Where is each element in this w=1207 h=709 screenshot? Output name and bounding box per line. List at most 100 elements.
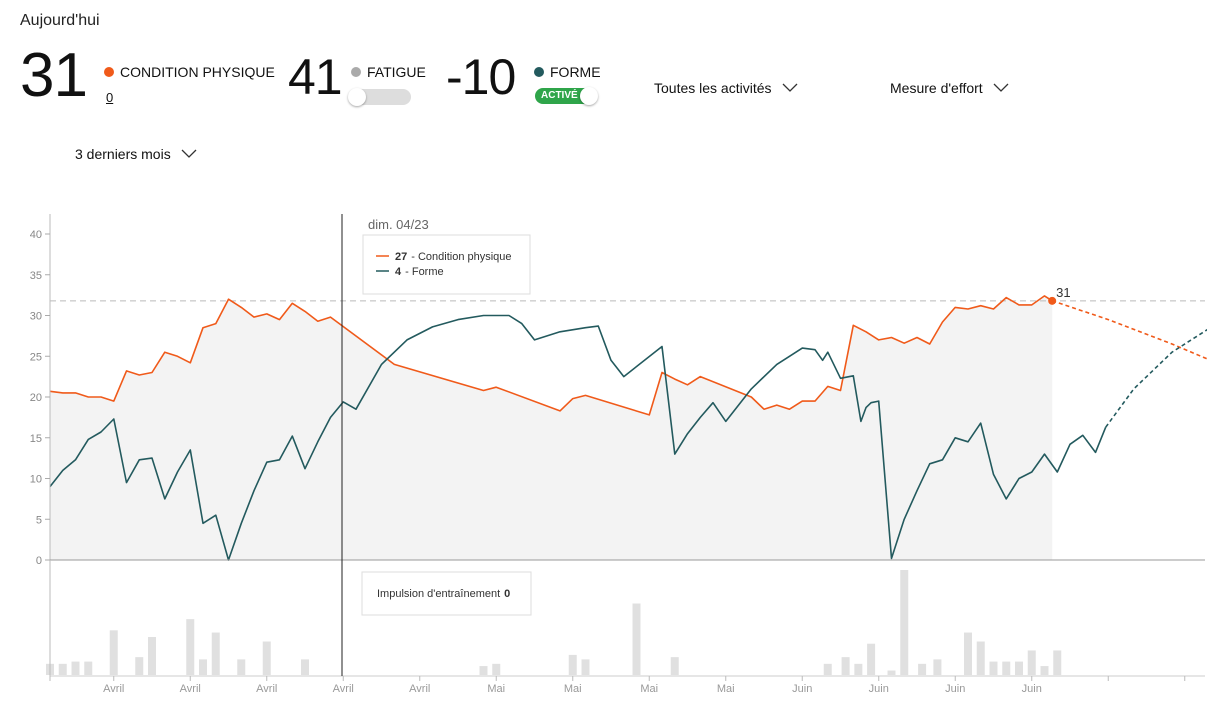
training-impulse-bar [148, 637, 156, 675]
training-impulse-bar [632, 603, 641, 675]
training-impulse-bar [918, 663, 927, 675]
x-tick-label: Juin [792, 683, 812, 695]
training-impulse-bar [492, 663, 501, 675]
training-impulse-bar [135, 657, 144, 675]
fitness-endpoint-marker [1048, 296, 1057, 305]
y-tick-label: 10 [30, 474, 42, 486]
fatigue-value: 41 [288, 49, 343, 105]
form-toggle[interactable]: ACTIVÉ [535, 87, 598, 105]
training-impulse-bar [581, 659, 590, 675]
training-impulse-bar [933, 659, 942, 675]
training-impulse-bar [867, 643, 876, 675]
impulse-tooltip-text: Impulsion d'entraînement 0 [377, 588, 510, 600]
fitness-legend[interactable]: CONDITION PHYSIQUE [104, 64, 275, 80]
tooltip-date: dim. 04/23 [368, 217, 429, 232]
form-dot-icon [534, 67, 544, 77]
fatigue-legend[interactable]: FATIGUE [351, 64, 426, 80]
training-impulse-bar [109, 630, 118, 675]
fitness-value: 31 [20, 41, 88, 110]
fitness-line [49, 295, 1053, 416]
form-value: -10 [446, 49, 516, 105]
training-impulse-bar [1053, 650, 1062, 675]
y-tick-label: 30 [30, 311, 42, 323]
activities-dropdown-label: Toutes les activités [654, 80, 772, 96]
fatigue-toggle-knob [348, 88, 366, 106]
impulse-tooltip-label: Impulsion d'entraînement [377, 588, 500, 600]
y-tick-label: 5 [36, 514, 42, 526]
training-impulse-bar [301, 659, 309, 675]
training-impulse-bar [262, 641, 271, 675]
form-toggle-label: ACTIVÉ [541, 90, 578, 101]
fatigue-dot-icon [351, 67, 361, 77]
period-dropdown-label: 3 derniers mois [75, 146, 171, 162]
chevron-down-icon [993, 83, 1009, 92]
chevron-down-icon [181, 149, 197, 158]
x-tick-label: Avril [103, 683, 124, 695]
x-tick-label: Juin [1022, 683, 1042, 695]
chevron-down-icon [782, 83, 797, 92]
training-impulse-bar [900, 570, 909, 675]
training-impulse-bar [199, 659, 207, 675]
y-tick-label: 40 [30, 229, 42, 241]
tooltip-fitness-value: 27 [395, 251, 407, 263]
x-tick-label: Mai [564, 683, 582, 695]
form-label: FORME [550, 64, 601, 80]
fitness-sub-link[interactable]: 0 [106, 90, 114, 105]
impulse-tooltip-box [361, 571, 532, 616]
x-tick-label: Avril [333, 683, 354, 695]
effort-dropdown-label: Mesure d'effort [890, 80, 983, 96]
training-impulse-bar [964, 632, 972, 675]
tooltip-form-value: 4 [395, 266, 402, 278]
training-impulse-bar [84, 661, 93, 675]
training-impulse-bar [887, 670, 896, 675]
y-tick-label: 25 [30, 351, 42, 363]
training-impulse-bar [989, 661, 998, 675]
x-tick-label: Mai [487, 683, 505, 695]
y-tick-label: 0 [36, 555, 42, 567]
x-tick-label: Avril [256, 683, 277, 695]
training-impulse-bar [823, 663, 832, 675]
training-impulse-bar [46, 663, 54, 675]
tooltip-form-label: - Forme [405, 266, 444, 278]
effort-dropdown[interactable]: Mesure d'effort [890, 80, 1009, 96]
training-impulse-bar [71, 661, 80, 675]
fitness-label: CONDITION PHYSIQUE [120, 64, 275, 80]
fatigue-label: FATIGUE [367, 64, 426, 80]
form-line [49, 314, 1107, 561]
y-tick-label: 35 [30, 270, 42, 282]
form-toggle-knob [580, 87, 598, 105]
form-legend[interactable]: FORME [534, 64, 601, 80]
x-tick-label: Mai [717, 683, 735, 695]
training-impulse-bar [841, 657, 850, 675]
training-impulse-bar [1002, 661, 1011, 675]
training-impulse-bar [186, 619, 195, 675]
x-tick-label: Avril [180, 683, 201, 695]
x-tick-label: Avril [409, 683, 430, 695]
period-dropdown[interactable]: 3 derniers mois [75, 146, 197, 162]
form-projection-line [1105, 328, 1207, 428]
y-tick-label: 20 [30, 392, 42, 404]
training-impulse-bar [479, 666, 488, 675]
training-impulse-bar [58, 663, 67, 675]
tooltip-fitness-label: - Condition physique [411, 251, 511, 263]
fatigue-toggle[interactable] [348, 88, 411, 106]
tooltip-fitness-row: 27 - Condition physique [395, 251, 512, 263]
training-impulse-bar [568, 654, 577, 675]
training-impulse-bar [854, 663, 863, 675]
tooltip-form-row: 4- Forme [395, 266, 444, 278]
fitness-dot-icon [104, 67, 114, 77]
training-impulse-bar [237, 659, 246, 675]
today-label: Aujourd'hui [20, 12, 100, 29]
training-impulse-bar [1015, 661, 1023, 675]
training-impulse-bar [1027, 650, 1036, 675]
fitness-area [50, 295, 1053, 560]
fitness-end-label: 31 [1056, 285, 1070, 300]
x-tick-label: Juin [869, 683, 889, 695]
activities-dropdown[interactable]: Toutes les activités [654, 80, 798, 96]
y-tick-label: 15 [30, 433, 42, 445]
fitness-projection-line [1051, 300, 1207, 360]
tooltip-box [362, 234, 531, 295]
impulse-tooltip-value: 0 [504, 588, 510, 600]
training-impulse-bar [670, 657, 679, 675]
